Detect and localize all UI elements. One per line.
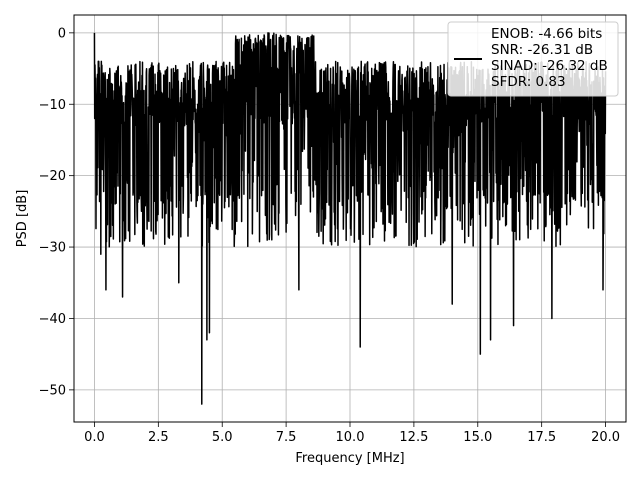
legend-snr: SNR: -26.31 dB [491, 42, 593, 58]
x-tick-label: 5.0 [212, 430, 233, 445]
y-tick-label: −10 [39, 98, 66, 113]
legend-sinad: SINAD: -26.32 dB [491, 58, 608, 74]
ticks: 0.0 2.5 5.0 7.5 10.0 12.5 15.0 17.5 20.0 0 −10 −20 −… [39, 26, 620, 445]
series-layer [93, 32, 607, 405]
y-tick-label: 0 [58, 26, 66, 41]
y-tick-label: −30 [39, 241, 66, 256]
x-tick-label: 17.5 [527, 430, 556, 445]
x-axis-label: Frequency [MHz] [295, 451, 404, 466]
x-tick-label: 20.0 [591, 430, 620, 445]
psd-series-line [93, 32, 607, 405]
legend-sfdr: SFDR: 0.83 [491, 74, 566, 90]
y-tick-label: −50 [39, 383, 66, 398]
y-tick-label: −20 [39, 169, 66, 184]
y-tick-label: −40 [39, 312, 66, 327]
x-tick-label: 15.0 [463, 430, 492, 445]
x-tick-label: 7.5 [276, 430, 297, 445]
legend: ENOB: -4.66 bits SNR: -26.31 dB SINAD: -… [447, 21, 619, 97]
x-tick-label: 12.5 [399, 430, 428, 445]
x-tick-label: 0.0 [84, 430, 105, 445]
legend-box [447, 21, 619, 97]
x-tick-label: 2.5 [148, 430, 169, 445]
legend-enob: ENOB: -4.66 bits [491, 26, 602, 42]
x-tick-label: 10.0 [336, 430, 365, 445]
y-axis-label: PSD [dB] [15, 190, 30, 248]
